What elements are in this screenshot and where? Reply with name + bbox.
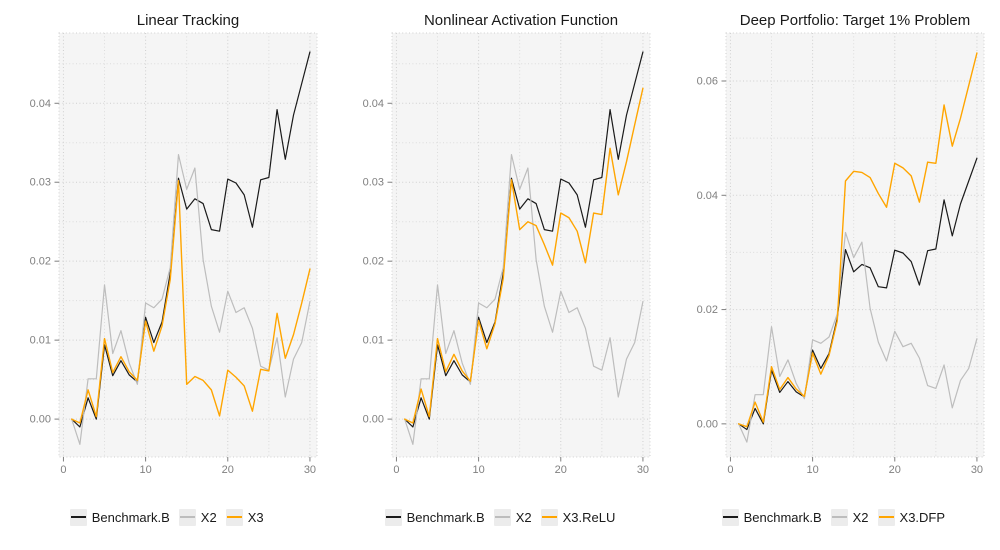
- series-line-x3-relu: [404, 87, 644, 424]
- panel-border: [58, 32, 318, 458]
- x-tick-label: 10: [139, 464, 151, 476]
- legend-key: [493, 508, 511, 526]
- chart-title: Deep Portfolio: Target 1% Problem: [739, 12, 969, 29]
- legend-line-icon: [722, 516, 738, 518]
- legend-key: [877, 508, 895, 526]
- legend-item-benchmark-b: Benchmark.B: [384, 508, 485, 526]
- legend-label: X3.DFP: [899, 509, 946, 525]
- legend-item-x2: X2: [830, 508, 869, 526]
- chart-figure-linear-tracking: Linear Tracking 0 10 20 30 0.00 0.01 0.02 0.03 0…: [0, 0, 333, 550]
- x-tick-label: 0: [394, 464, 400, 476]
- x-tick-label: 30: [637, 464, 649, 476]
- legend-item-x3: X3: [225, 508, 264, 526]
- y-tick-label: 0.06: [696, 76, 717, 88]
- panel-border: [725, 32, 985, 458]
- x-tick-label: 0: [60, 464, 66, 476]
- chart-canvas-linear-tracking: Linear Tracking 0 10 20 300.000.010.020.030…: [30, 12, 318, 476]
- legend-item-benchmark-b: Benchmark.B: [721, 508, 822, 526]
- legend-key: [384, 508, 402, 526]
- legend-key: [721, 508, 739, 526]
- legend-line-icon: [541, 516, 557, 518]
- y-tick-label: 0.02: [696, 304, 717, 316]
- legend-label: X2: [515, 509, 532, 525]
- panel-background: [392, 33, 651, 457]
- plot-area: 0 10 20 30 0.00 0.01 0.02 0.03 0.04: [363, 32, 651, 476]
- chart-canvas-nonlinear-activation: Nonlinear Activation Function 0 10 20 30 0.0…: [363, 12, 651, 476]
- legend-key: [540, 508, 558, 526]
- legend-item-benchmark-b: Benchmark.B: [69, 508, 170, 526]
- panel-background: [58, 33, 317, 457]
- legend-key: [830, 508, 848, 526]
- x-tick-label: 10: [806, 464, 818, 476]
- chart-title: Nonlinear Activation Function: [424, 12, 618, 29]
- legend-line-icon: [179, 516, 195, 518]
- chart-legend: Benchmark.B X2 X3: [0, 508, 333, 526]
- plot-area: 0 10 20 30 0.00 0.02 0.04 0.06: [696, 32, 985, 476]
- y-tick-label: 0.03: [363, 177, 384, 189]
- x-tick-label: 10: [473, 464, 485, 476]
- legend-label: X2: [200, 509, 217, 525]
- x-tick-label: 30: [304, 464, 316, 476]
- x-tick-label: 30: [970, 464, 982, 476]
- legend-line-icon: [494, 516, 510, 518]
- panel-background: [725, 33, 984, 457]
- y-tick-label: 0.04: [696, 190, 717, 202]
- y-tick-label: 0.01: [30, 335, 51, 347]
- series-line-x3: [70, 179, 311, 424]
- y-tick-label: 0.00: [363, 414, 384, 426]
- chart-title: Linear Tracking: [137, 12, 239, 29]
- x-tick-label: 0: [727, 464, 733, 476]
- legend-line-icon: [878, 516, 894, 518]
- legend-key: [225, 508, 243, 526]
- legend-key: [69, 508, 87, 526]
- chart-legend: Benchmark.B X2 X3.ReLU: [333, 508, 666, 526]
- chart-canvas-deep-portfolio: Deep Portfolio: Target 1% Problem 0 10 20 3…: [696, 12, 985, 476]
- panel-border: [391, 32, 651, 458]
- legend-label: Benchmark.B: [743, 509, 822, 525]
- plot-area: 0 10 20 30 0.00 0.01 0.02 0.03 0.04: [30, 32, 318, 476]
- legend-item-x2: X2: [493, 508, 532, 526]
- legend-label: Benchmark.B: [91, 509, 170, 525]
- y-tick-label: 0.02: [363, 256, 384, 268]
- y-tick-label: 0.04: [363, 98, 384, 110]
- legend-line-icon: [385, 516, 401, 518]
- legend-label: X3: [247, 509, 264, 525]
- legend-item-x3-relu: X3.ReLU: [540, 508, 616, 526]
- chart-figure-nonlinear-activation: Nonlinear Activation Function 0 10 20 30 0.0…: [333, 0, 666, 550]
- series-line-benchmark-b: [737, 157, 978, 431]
- legend-label: X3.ReLU: [562, 509, 616, 525]
- legend-item-x2: X2: [178, 508, 217, 526]
- y-tick-label: 0.02: [30, 256, 51, 268]
- series-line-x3-dfp: [737, 52, 978, 428]
- legend-line-icon: [226, 516, 242, 518]
- x-tick-label: 20: [222, 464, 234, 476]
- y-tick-label: 0.01: [363, 335, 384, 347]
- series-line-benchmark-b: [71, 51, 311, 428]
- legend-item-x3-dfp: X3.DFP: [877, 508, 946, 526]
- legend-line-icon: [70, 516, 86, 518]
- series-line-benchmark-b: [404, 51, 644, 428]
- legend-line-icon: [831, 516, 847, 518]
- y-tick-label: 0.03: [30, 177, 51, 189]
- legend-key: [178, 508, 196, 526]
- series-line-x2: [737, 231, 978, 443]
- legend-label: Benchmark.B: [406, 509, 485, 525]
- y-tick-label: 0.04: [30, 98, 51, 110]
- chart-figure-deep-portfolio: Deep Portfolio: Target 1% Problem 0 10 20 3…: [667, 0, 1000, 550]
- y-tick-label: 0.00: [696, 418, 717, 430]
- series-line-x2: [404, 153, 644, 445]
- y-tick-label: 0.00: [30, 414, 51, 426]
- legend-label: X2: [852, 509, 869, 525]
- x-tick-label: 20: [888, 464, 900, 476]
- chart-legend: Benchmark.B X2 X3.DFP: [667, 508, 1000, 526]
- x-tick-label: 20: [555, 464, 567, 476]
